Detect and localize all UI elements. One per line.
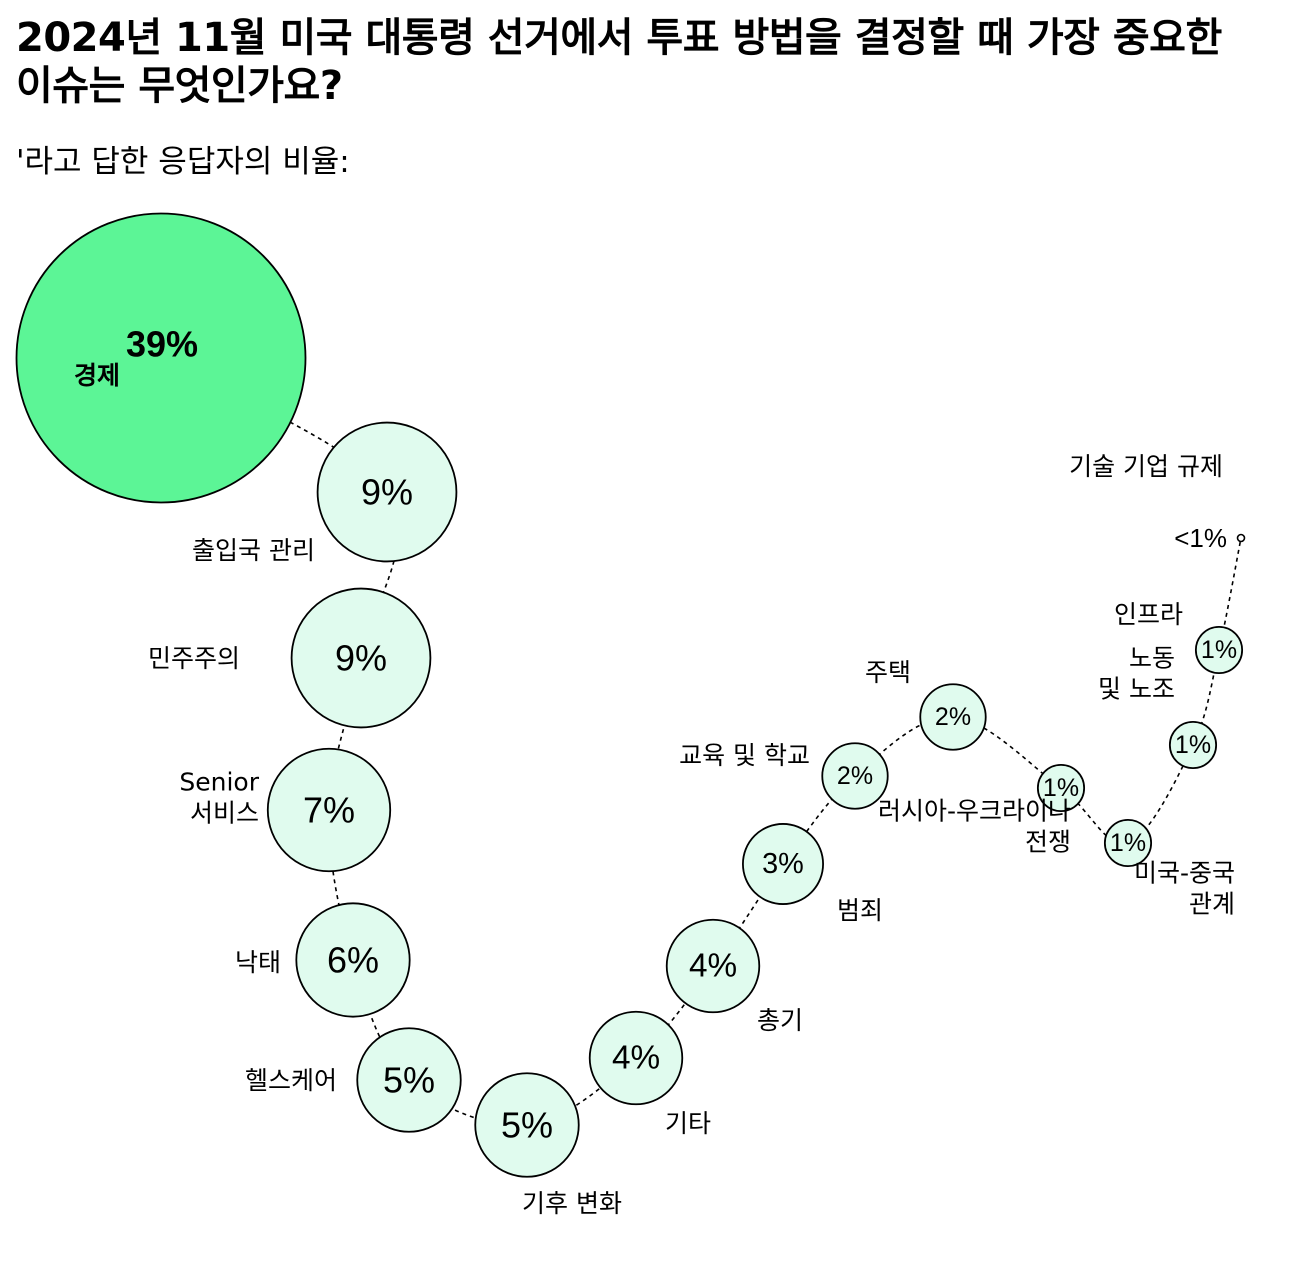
category-label-2: 민주주의: [148, 644, 240, 673]
bubble-16: [1236, 533, 1246, 543]
category-label-13: 미국-중국 관계: [1134, 858, 1235, 918]
bubble-1: [316, 421, 458, 563]
category-label-9: 범죄: [837, 896, 883, 925]
value-label-10: 2%: [837, 762, 873, 790]
value-label-11: 2%: [935, 703, 971, 731]
category-label-10: 교육 및 학교: [679, 741, 810, 770]
value-label-0: 39%: [126, 324, 198, 365]
value-label-15: 1%: [1201, 636, 1237, 664]
bubble-10: [821, 742, 889, 810]
bubble-13: [1103, 818, 1153, 868]
bubble-5: [356, 1027, 462, 1133]
value-label-4: 6%: [327, 940, 379, 981]
bubble-4: [295, 902, 411, 1018]
bubble-7: [588, 1010, 684, 1106]
category-label-15: 인프라: [1114, 600, 1183, 629]
category-label-14: 노동 및 노조: [1098, 643, 1175, 703]
value-label-16: <1%: [1174, 523, 1227, 553]
bubble-6: [474, 1072, 580, 1178]
bubble-14: [1168, 720, 1218, 770]
chart-subtitle: '라고 답한 응답자의 비율:: [16, 144, 350, 180]
value-label-5: 5%: [383, 1060, 435, 1101]
value-label-8: 4%: [689, 948, 737, 985]
category-label-7: 기타: [665, 1109, 711, 1138]
bubble-12: [1036, 763, 1086, 813]
value-label-9: 3%: [762, 848, 804, 880]
category-label-3: Senior 서비스: [179, 767, 259, 827]
category-label-6: 기후 변화: [522, 1189, 622, 1218]
bubble-3: [266, 747, 392, 873]
category-label-11: 주택: [865, 658, 911, 687]
bubble-15: [1194, 625, 1244, 675]
category-label-5: 헬스케어: [245, 1066, 337, 1095]
value-label-3: 7%: [303, 790, 355, 831]
value-label-13: 1%: [1110, 829, 1146, 857]
category-label-8: 총기: [757, 1006, 803, 1035]
bubble-11: [919, 683, 987, 751]
value-label-1: 9%: [361, 472, 413, 513]
bubble-0: [15, 212, 307, 504]
value-label-14: 1%: [1175, 731, 1211, 759]
category-label-12: 러시아-우크라이나 전쟁: [878, 796, 1071, 856]
bubble-8: [665, 918, 761, 1014]
value-label-12: 1%: [1043, 774, 1079, 802]
category-label-4: 낙태: [235, 948, 281, 977]
category-label-0: 경제: [74, 361, 120, 390]
category-label-16: 기술 기업 규제: [1069, 452, 1223, 481]
bubble-9: [742, 823, 824, 905]
chart-title: 2024년 11월 미국 대통령 선거에서 투표 방법을 결정할 때 가장 중요…: [16, 15, 1222, 109]
category-label-1: 출입국 관리: [192, 536, 315, 565]
value-label-2: 9%: [335, 638, 387, 679]
value-label-6: 5%: [501, 1105, 553, 1146]
value-label-7: 4%: [612, 1040, 660, 1077]
bubble-2: [290, 587, 432, 729]
